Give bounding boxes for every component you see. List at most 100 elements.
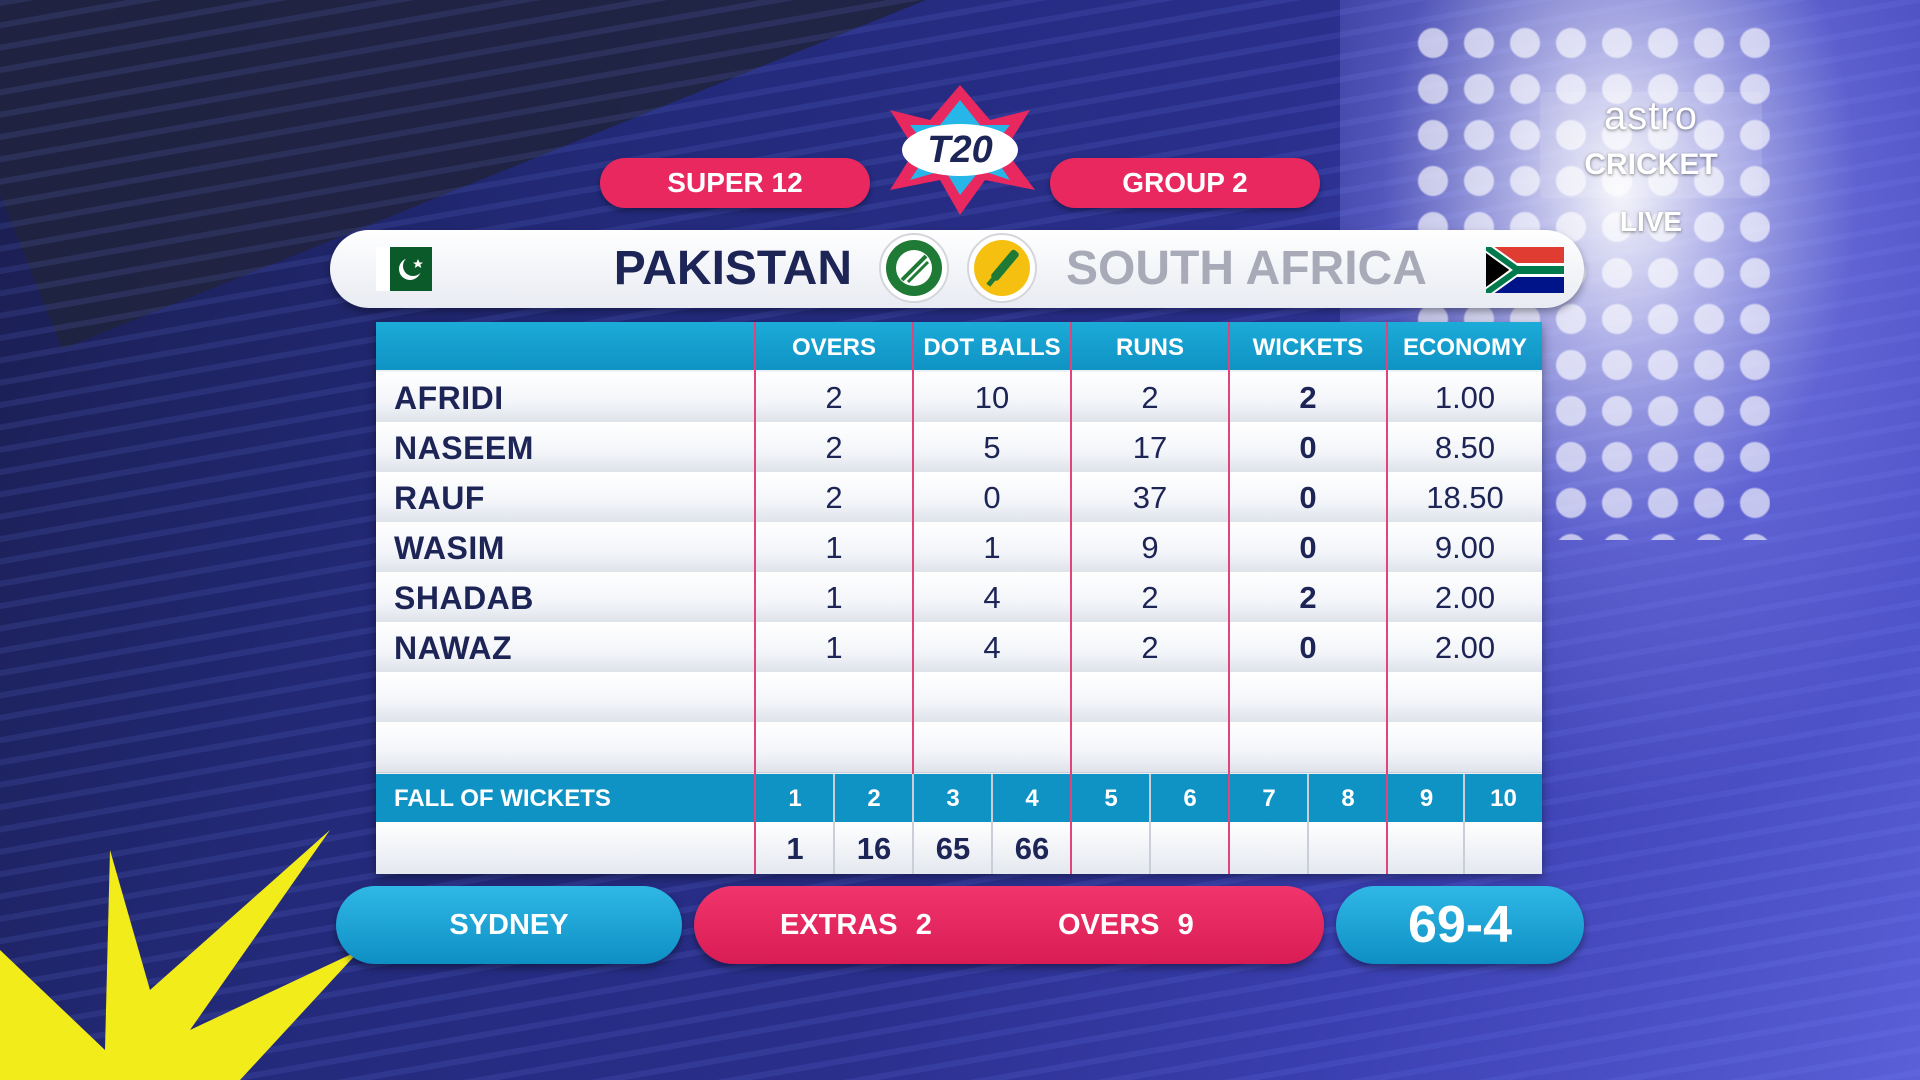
column-divider <box>1149 774 1151 874</box>
column-divider <box>1070 322 1072 774</box>
dot-balls-value: 0 <box>983 480 1001 515</box>
stage-group-badge: GROUP 2 <box>1050 158 1320 208</box>
dot-balls-value: 4 <box>983 580 1001 615</box>
stage-round-label: SUPER 12 <box>667 167 803 198</box>
bowler-name: RAUF <box>394 480 485 516</box>
t20-world-cup-logo: T20 <box>890 85 1035 215</box>
bowler-name <box>376 722 754 772</box>
overs-value: 9 <box>1177 909 1194 941</box>
runs-value: 9 <box>1141 530 1159 565</box>
header-dot-balls: DOT BALLS <box>923 334 1061 361</box>
bowling-scorecard: OVERS DOT BALLS RUNS WICKETS ECONOMY AFR… <box>376 322 1542 874</box>
bowler-name: NASEEM <box>394 430 534 466</box>
column-divider <box>991 774 993 874</box>
team-score: 69-4 <box>1407 896 1513 954</box>
wickets-value <box>1230 722 1386 772</box>
bowler-name <box>376 672 754 722</box>
column-divider <box>1386 322 1388 774</box>
broadcaster-channel: CRICKET <box>1584 148 1718 181</box>
header-runs: RUNS <box>1115 334 1184 361</box>
bowler-name: WASIM <box>394 530 505 566</box>
dot-balls-value: 5 <box>983 430 1001 465</box>
wicket-number: 7 <box>1262 785 1276 812</box>
pakistan-badge-icon <box>879 233 949 303</box>
bowler-name: AFRIDI <box>394 380 504 416</box>
pakistan-flag-icon <box>376 247 432 291</box>
economy-value: 8.50 <box>1434 430 1496 465</box>
dot-balls-value: 4 <box>983 630 1001 665</box>
broadcaster-brand: astro <box>1604 94 1698 138</box>
wicket-number: 5 <box>1104 785 1118 812</box>
column-divider <box>1386 774 1388 874</box>
wicket-score <box>1072 822 1150 874</box>
wicket-number: 2 <box>867 785 881 812</box>
fall-of-wickets-header: FALL OF WICKETS 1 2 3 4 5 6 7 8 9 10 <box>376 774 1542 822</box>
home-team-name: PAKISTAN <box>613 242 852 295</box>
overs-label: OVERS <box>1058 909 1160 941</box>
wicket-number: 3 <box>946 785 960 812</box>
wicket-score: 16 <box>856 831 892 866</box>
extras-value: 2 <box>915 909 932 941</box>
wickets-value: 0 <box>1299 430 1317 465</box>
economy-value: 2.00 <box>1434 630 1496 665</box>
wicket-score: 65 <box>935 831 971 866</box>
table-row: SHADAB 1 4 2 2 2.00 <box>376 572 1542 623</box>
runs-value: 37 <box>1132 480 1168 515</box>
wicket-score <box>1465 822 1542 874</box>
overs-value <box>756 672 912 722</box>
stage-group-label: GROUP 2 <box>1122 167 1248 198</box>
economy-value <box>1388 672 1542 722</box>
column-divider <box>912 774 914 874</box>
wickets-value: 2 <box>1299 580 1317 615</box>
header-economy: ECONOMY <box>1402 334 1527 361</box>
header-overs: OVERS <box>791 334 877 361</box>
table-row <box>376 722 1542 773</box>
stage-round-badge: SUPER 12 <box>600 158 870 208</box>
venue-label: SYDNEY <box>449 908 569 941</box>
overs-value: 1 <box>825 580 843 615</box>
economy-value: 18.50 <box>1426 480 1504 515</box>
header-wickets: WICKETS <box>1252 334 1364 361</box>
fall-of-wickets-label: FALL OF WICKETS <box>394 785 611 812</box>
overs-value: 2 <box>825 430 843 465</box>
extras-overs-badge: EXTRAS 2 OVERS 9 <box>694 886 1324 964</box>
table-row: NASEEM 2 5 17 0 8.50 <box>376 422 1542 473</box>
bowler-name: SHADAB <box>394 580 534 616</box>
overs-value: 1 <box>825 630 843 665</box>
table-row: WASIM 1 1 9 0 9.00 <box>376 522 1542 573</box>
table-row <box>376 672 1542 723</box>
overs-value: 2 <box>825 380 843 415</box>
wicket-score: 1 <box>786 831 804 866</box>
runs-value: 2 <box>1141 630 1159 665</box>
wicket-number: 4 <box>1025 785 1039 812</box>
wicket-score: 66 <box>1014 831 1050 866</box>
fall-of-wickets-values: 1 16 65 66 <box>376 822 1542 874</box>
economy-value <box>1388 722 1542 772</box>
economy-value: 1.00 <box>1434 380 1496 415</box>
overs-value <box>756 722 912 772</box>
runs-value: 2 <box>1141 380 1159 415</box>
broadcaster-logo: astro CRICKET <box>1540 92 1762 198</box>
wicket-number: 9 <box>1419 785 1434 812</box>
extras-label: EXTRAS <box>780 909 898 941</box>
column-divider <box>1228 774 1230 874</box>
live-indicator: LIVE <box>1619 206 1683 237</box>
starburst-icon <box>0 830 360 1080</box>
wickets-value <box>1230 672 1386 722</box>
teams-bar <box>330 230 1584 308</box>
south-africa-badge-icon <box>967 233 1037 303</box>
overs-value: 2 <box>825 480 843 515</box>
column-divider <box>1070 774 1072 874</box>
column-divider <box>912 322 914 774</box>
runs-value: 2 <box>1141 580 1159 615</box>
column-divider <box>1228 322 1230 774</box>
economy-value: 2.00 <box>1434 580 1496 615</box>
score-badge: 69-4 <box>1336 886 1584 964</box>
south-africa-flag-icon <box>1486 247 1564 293</box>
runs-value <box>1072 672 1228 722</box>
wickets-value: 2 <box>1299 380 1317 415</box>
column-divider <box>1463 774 1465 874</box>
table-row: AFRIDI 2 10 2 2 1.00 <box>376 372 1542 423</box>
venue-badge: SYDNEY <box>336 886 682 964</box>
table-header: OVERS DOT BALLS RUNS WICKETS ECONOMY <box>376 322 1542 370</box>
